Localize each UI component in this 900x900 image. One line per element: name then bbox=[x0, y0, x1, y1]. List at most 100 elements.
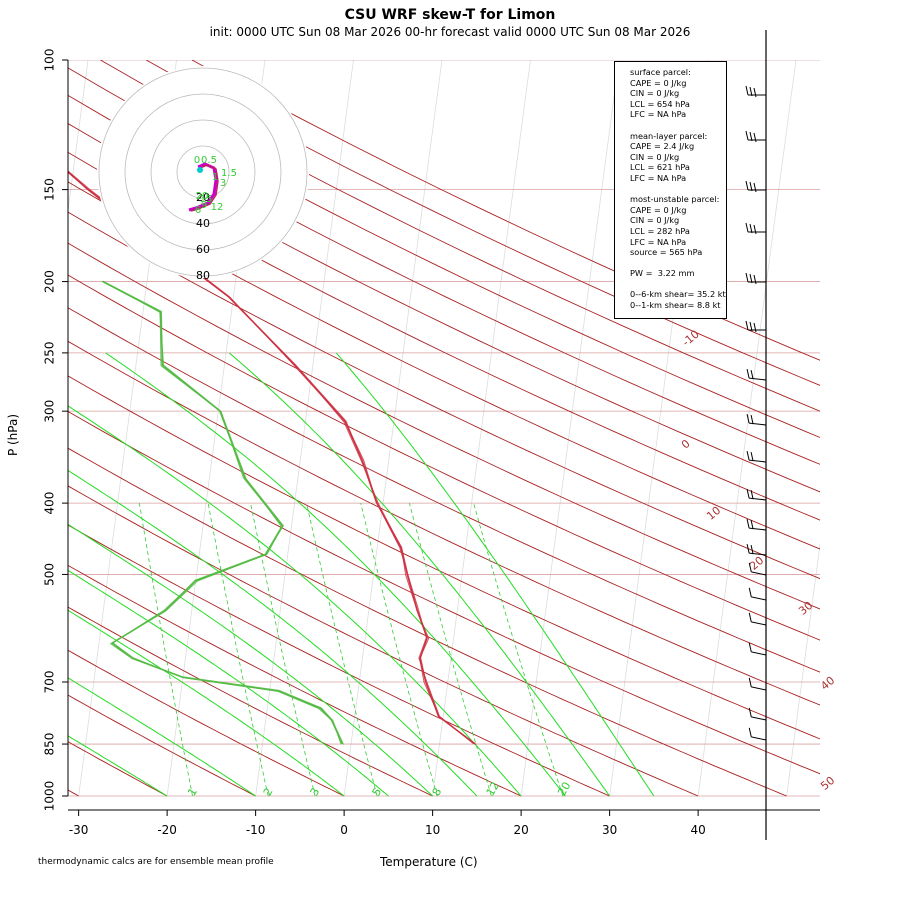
wind-barb-shaft bbox=[751, 651, 767, 656]
wind-barb-flag bbox=[745, 180, 749, 191]
mixing-ratio-label: 2 bbox=[261, 786, 276, 799]
moist-adiabat bbox=[68, 677, 256, 797]
wind-barb-shaft bbox=[751, 716, 767, 721]
footnote: thermodynamic calcs are for ensemble mea… bbox=[38, 857, 274, 867]
wind-barb-shaft bbox=[749, 552, 767, 556]
legend-line: CAPE = 0 J/kg bbox=[630, 77, 687, 88]
mixing-ratio-line bbox=[250, 503, 316, 797]
wind-barb bbox=[746, 544, 767, 556]
hodograph-point-label: 6 bbox=[195, 205, 201, 216]
legend-line: CIN = 0 J/kg bbox=[630, 215, 680, 226]
wind-barb bbox=[748, 727, 767, 741]
legend-line: mean-layer parcel: bbox=[630, 130, 708, 141]
wind-barb-flag bbox=[745, 85, 749, 96]
dry-adiabat bbox=[68, 649, 345, 797]
legend-shear-section: 0--6-km shear= 35.2 kt 0--1-km shear= 8.… bbox=[630, 289, 726, 310]
legend-line: LFC = NA hPa bbox=[630, 172, 687, 183]
y-tick-label: 700 bbox=[43, 671, 57, 694]
hodograph-ring bbox=[176, 145, 230, 199]
wind-barb-flag bbox=[753, 224, 757, 235]
hodograph-point-label: 0 bbox=[194, 155, 200, 166]
y-tick-label: 500 bbox=[43, 563, 57, 586]
legend-line: PW = 3.22 mm bbox=[630, 268, 695, 279]
wind-barb-flag bbox=[753, 182, 757, 193]
legend-line: LCL = 282 hPa bbox=[630, 225, 690, 236]
x-tick-label: 30 bbox=[602, 823, 617, 837]
y-tick-label: 1000 bbox=[43, 781, 57, 812]
wind-barb-shaft bbox=[751, 621, 767, 626]
wind-barb bbox=[748, 612, 767, 626]
wind-barb bbox=[748, 587, 767, 601]
wind-barb bbox=[748, 642, 767, 656]
dry-adiabat bbox=[68, 242, 820, 610]
hodograph-point-label: 0.5 bbox=[201, 155, 217, 166]
hodograph-ring-label: 40 bbox=[196, 217, 210, 230]
dry-adiabat bbox=[100, 60, 820, 412]
chart-title: CSU WRF skew-T for Limon bbox=[344, 7, 556, 23]
hodograph-trace bbox=[190, 164, 219, 212]
wind-barb-flag bbox=[753, 132, 757, 143]
wind-barb-flag bbox=[748, 677, 752, 688]
hodograph-point-label: 15 bbox=[200, 194, 213, 205]
y-tick-label: 300 bbox=[43, 400, 57, 423]
wind-barb-shaft bbox=[751, 736, 767, 741]
dry-adiabat bbox=[68, 564, 522, 797]
x-tick-label: -30 bbox=[69, 823, 89, 837]
wind-barb-shaft bbox=[749, 497, 767, 501]
hodograph-point-label: 1 bbox=[212, 172, 218, 183]
hodograph-ring bbox=[98, 67, 308, 277]
hodograph-ring bbox=[150, 119, 256, 225]
y-tick-label: 850 bbox=[43, 733, 57, 756]
wind-barb-flag bbox=[749, 181, 753, 192]
dry-adiabat bbox=[191, 60, 820, 361]
wind-barb bbox=[746, 369, 767, 381]
hodograph-point-label: 1.5 bbox=[221, 168, 237, 179]
wind-barb-flag bbox=[748, 727, 752, 738]
wind-barb-flag bbox=[753, 87, 757, 98]
legend-mean-layer-section: mean-layer parcel: CAPE = 2.4 J/kg CIN =… bbox=[630, 131, 726, 184]
dewpoint-profile bbox=[104, 281, 344, 745]
wind-barb-flag bbox=[749, 131, 753, 142]
wind-barb bbox=[745, 130, 766, 143]
wind-barb-flag bbox=[745, 272, 749, 283]
mixing-ratio-label: 20 bbox=[555, 780, 573, 799]
wind-barb-flag bbox=[746, 519, 750, 529]
wind-barb-flag bbox=[749, 86, 753, 97]
hodograph-ring-label: 20 bbox=[196, 191, 210, 204]
wind-barb bbox=[748, 677, 767, 691]
isotherm-line bbox=[343, 60, 443, 797]
legend-line: CAPE = 0 J/kg bbox=[630, 204, 687, 215]
hodograph-point-label: 9 bbox=[201, 200, 207, 211]
hodograph-surface-point bbox=[197, 167, 203, 173]
wind-barb-flag bbox=[748, 562, 752, 573]
dry-adiabat bbox=[68, 340, 820, 706]
wind-barb-flag bbox=[748, 707, 752, 718]
legend-line: most-unstable parcel: bbox=[630, 194, 720, 205]
mixing-ratio-line bbox=[409, 503, 492, 797]
hodograph-point-label: 12 bbox=[211, 202, 224, 213]
wind-barb-shaft bbox=[751, 686, 767, 691]
dry-adiabat bbox=[68, 94, 820, 465]
chart-subtitle: init: 0000 UTC Sun 08 Mar 2026 00-hr for… bbox=[209, 25, 691, 39]
wind-barb bbox=[746, 489, 767, 501]
isotherm-label: 50 bbox=[818, 774, 837, 793]
dewpoint-profile bbox=[102, 280, 343, 744]
legend-line: source = 565 hPa bbox=[630, 247, 703, 258]
legend-line: CAPE = 2.4 J/kg bbox=[630, 141, 695, 152]
wind-barb-flag bbox=[746, 544, 750, 554]
wind-barb-flag bbox=[746, 414, 750, 424]
dry-adiabat bbox=[68, 485, 699, 797]
mixing-ratio-label: 8 bbox=[430, 786, 445, 799]
isotherm-line bbox=[786, 541, 820, 797]
wind-barb bbox=[745, 85, 766, 98]
y-tick-label: 250 bbox=[43, 341, 57, 364]
dry-adiabat bbox=[68, 181, 820, 550]
wind-barb bbox=[748, 707, 767, 721]
mixing-ratio-label: 5 bbox=[370, 786, 385, 799]
wind-barb-shaft bbox=[749, 527, 767, 531]
legend-line: CIN = 0 J/kg bbox=[630, 88, 680, 99]
moist-adiabat bbox=[335, 352, 655, 797]
legend-line: LFC = NA hPa bbox=[630, 236, 687, 247]
wind-barb-flag bbox=[753, 274, 757, 285]
